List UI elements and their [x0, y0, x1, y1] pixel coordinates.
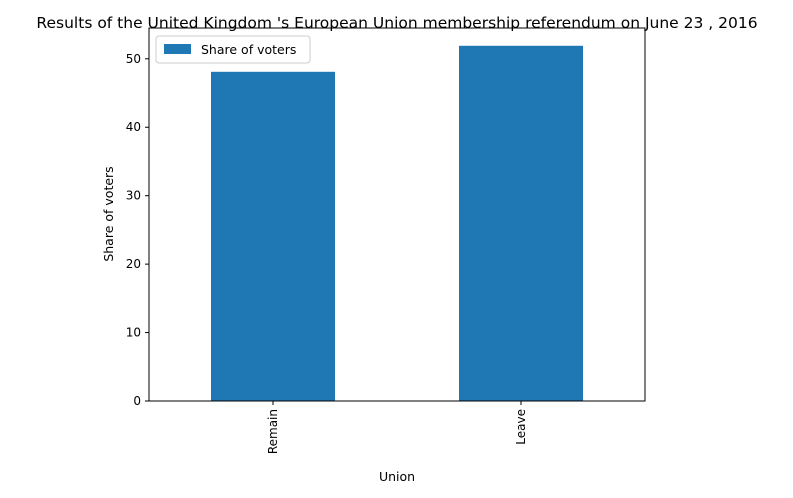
- y-tick-label: 50: [126, 52, 141, 66]
- x-tick-label: Leave: [514, 409, 528, 445]
- bar-leave: [459, 45, 583, 401]
- y-tick-label: 10: [126, 326, 141, 340]
- chart-title: Results of the United Kingdom 's Europea…: [36, 14, 757, 32]
- x-axis-label: Union: [379, 469, 415, 484]
- y-axis: 0 10 20 30 40 50: [126, 52, 149, 408]
- legend-swatch: [164, 44, 191, 54]
- bars-layer: [211, 45, 583, 402]
- x-tick-label: Remain: [266, 409, 280, 454]
- y-tick-label: 0: [133, 394, 141, 408]
- legend-label: Share of voters: [201, 42, 296, 57]
- bar-remain: [211, 71, 335, 402]
- y-tick-label: 30: [126, 189, 141, 203]
- x-axis: Remain Leave: [266, 401, 528, 454]
- y-axis-label: Share of voters: [101, 166, 116, 261]
- legend: Share of voters: [155, 35, 311, 64]
- y-tick-label: 20: [126, 257, 141, 271]
- plot-frame: [148, 27, 646, 402]
- y-tick-label: 40: [126, 120, 141, 134]
- legend-box: [155, 35, 311, 64]
